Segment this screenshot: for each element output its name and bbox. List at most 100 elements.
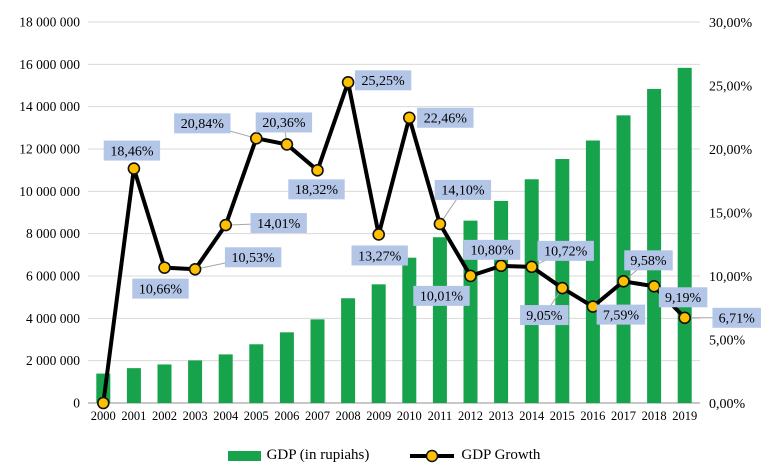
legend-label-growth: GDP Growth — [461, 447, 541, 463]
chart-canvas: 0 2 000 000 4 000 000 6 000 000 8 000 000 10 … — [19, 15, 761, 423]
growth-marker-2001 — [127, 162, 141, 175]
growth-label-2010: 22,46% — [424, 112, 468, 127]
growth-label-box-2004 — [250, 213, 307, 234]
legend-item-growth: GDP Growth — [409, 447, 540, 464]
x-axis-label-2011: 2011 — [428, 409, 453, 423]
left-axis-tick-label: 16 000 000 — [19, 57, 80, 72]
gdp-bar-2001 — [126, 368, 141, 403]
x-axis-label-2002: 2002 — [152, 409, 177, 423]
gridlines — [88, 21, 700, 362]
growth-line-swatch-icon — [410, 449, 455, 462]
growth-marker-2007 — [311, 164, 324, 177]
legend-item-gdp: GDP (in rupiahs) — [227, 447, 369, 464]
x-axis-label-2007: 2007 — [305, 409, 330, 423]
gdp-bar-swatch-icon — [227, 450, 261, 461]
gdp-bar-2004 — [218, 354, 233, 403]
gdp-bar-2017 — [616, 115, 631, 403]
left-axis-tick-label: 4 000 000 — [26, 311, 80, 326]
left-axis-tick-label: 2 000 000 — [26, 353, 80, 368]
growth-label-box-2012 — [413, 285, 470, 306]
x-axis-label-2019: 2019 — [672, 409, 697, 423]
gdp-bar-2007 — [310, 319, 325, 403]
growth-label-box-2008 — [354, 70, 412, 91]
growth-label-box-2013 — [463, 239, 521, 260]
growth-label-2005: 20,84% — [181, 117, 225, 132]
growth-label-2002: 10,66% — [139, 282, 183, 297]
x-axis-label-2013: 2013 — [489, 409, 514, 423]
growth-label-box-2011 — [434, 179, 492, 200]
growth-marker-2003 — [188, 262, 202, 276]
gdp-bar-2009 — [371, 284, 386, 403]
growth-marker-2005 — [249, 132, 263, 145]
x-axis-label-2018: 2018 — [642, 409, 667, 423]
right-axis-tick-label: 30,00% — [709, 16, 753, 31]
growth-marker-2004 — [219, 218, 232, 232]
growth-marker-2017 — [617, 275, 630, 288]
x-axis-label-2008: 2008 — [336, 409, 361, 423]
left-axis-tick-label: 10 000 000 — [19, 184, 80, 199]
growth-label-2013: 10,80% — [471, 244, 515, 259]
growth-label-2009: 13,27% — [358, 249, 402, 264]
gdp-bar-2003 — [188, 360, 203, 403]
left-axis-labels: 0 2 000 000 4 000 000 6 000 000 8 000 000 10 … — [19, 15, 80, 411]
x-axis-label-2000: 2000 — [91, 409, 116, 423]
right-axis-tick-label: 0,00% — [709, 397, 746, 412]
growth-label-box-2015 — [520, 305, 569, 326]
right-axis-labels: 0,00% 5,00% 10,00% 15,00% 20,00% 25,00% 30,00% — [709, 16, 753, 412]
x-axis-label-2009: 2009 — [366, 409, 391, 423]
gdp-bar-2016 — [585, 140, 600, 403]
growth-label-2004: 14,01% — [257, 217, 301, 232]
left-axis-tick-label: 8 000 000 — [26, 226, 80, 241]
growth-marker-2012 — [464, 269, 477, 283]
growth-label-box-2005 — [174, 113, 231, 134]
growth-label-box-2002 — [132, 278, 189, 299]
growth-marker-2011 — [433, 217, 447, 231]
right-axis-tick-label: 15,00% — [709, 207, 753, 222]
growth-marker-2000 — [97, 396, 110, 410]
growth-label-2012: 10,01% — [420, 290, 464, 305]
gdp-bar-2002 — [157, 364, 172, 403]
growth-marker-2010 — [402, 111, 416, 125]
growth-label-2016: 7,59% — [603, 308, 640, 323]
x-axis-label-2003: 2003 — [183, 409, 208, 423]
growth-marker-2015 — [555, 281, 569, 295]
growth-label-2007: 18,32% — [295, 183, 339, 198]
growth-marker-2019 — [678, 311, 692, 325]
growth-label-2008: 25,25% — [362, 74, 406, 89]
left-axis-tick-label: 0 — [73, 396, 80, 411]
growth-label-2019: 6,71% — [719, 312, 756, 327]
growth-marker-2018 — [647, 279, 661, 293]
growth-label-box-2001 — [103, 140, 161, 161]
growth-label-2006: 20,36% — [262, 116, 306, 131]
growth-label-2014: 10,72% — [544, 245, 588, 260]
left-axis-tick-label: 18 000 000 — [19, 15, 80, 30]
left-axis-tick-label: 6 000 000 — [26, 269, 80, 284]
right-axis-tick-label: 10,00% — [709, 270, 753, 285]
growth-label-box-2017 — [624, 250, 673, 271]
growth-label-2003: 10,53% — [232, 251, 276, 266]
growth-label-box-2018 — [658, 287, 708, 308]
x-axis-label-2005: 2005 — [244, 409, 269, 423]
growth-marker-2008 — [341, 76, 355, 89]
growth-marker-2014 — [525, 260, 539, 274]
x-axis-label-2004: 2004 — [213, 409, 239, 423]
growth-data-labels: 18,46% 10,66% 10,53% 14,01% 20,84% 20,36% 18,3… — [103, 70, 761, 328]
x-axis-label-2016: 2016 — [580, 409, 605, 423]
gdp-bar-2011 — [432, 237, 447, 403]
growth-label-box-2014 — [537, 240, 594, 261]
growth-marker-2006 — [280, 138, 294, 151]
gdp-bar-2015 — [555, 159, 570, 403]
gdp-bar-2006 — [279, 332, 294, 403]
gdp-bar-2018 — [647, 88, 662, 403]
growth-label-box-2003 — [224, 247, 282, 268]
growth-label-box-2009 — [351, 245, 408, 266]
growth-label-2011: 14,10% — [441, 184, 485, 199]
right-axis-tick-label: 20,00% — [709, 143, 753, 158]
x-axis-label-2014: 2014 — [519, 409, 545, 423]
x-axis-label-2010: 2010 — [397, 409, 422, 423]
growth-label-box-2016 — [596, 304, 646, 325]
gdp-bar-2014 — [524, 179, 539, 403]
right-axis-tick-label: 25,00% — [709, 80, 753, 95]
gdp-bar-2019 — [677, 67, 692, 403]
